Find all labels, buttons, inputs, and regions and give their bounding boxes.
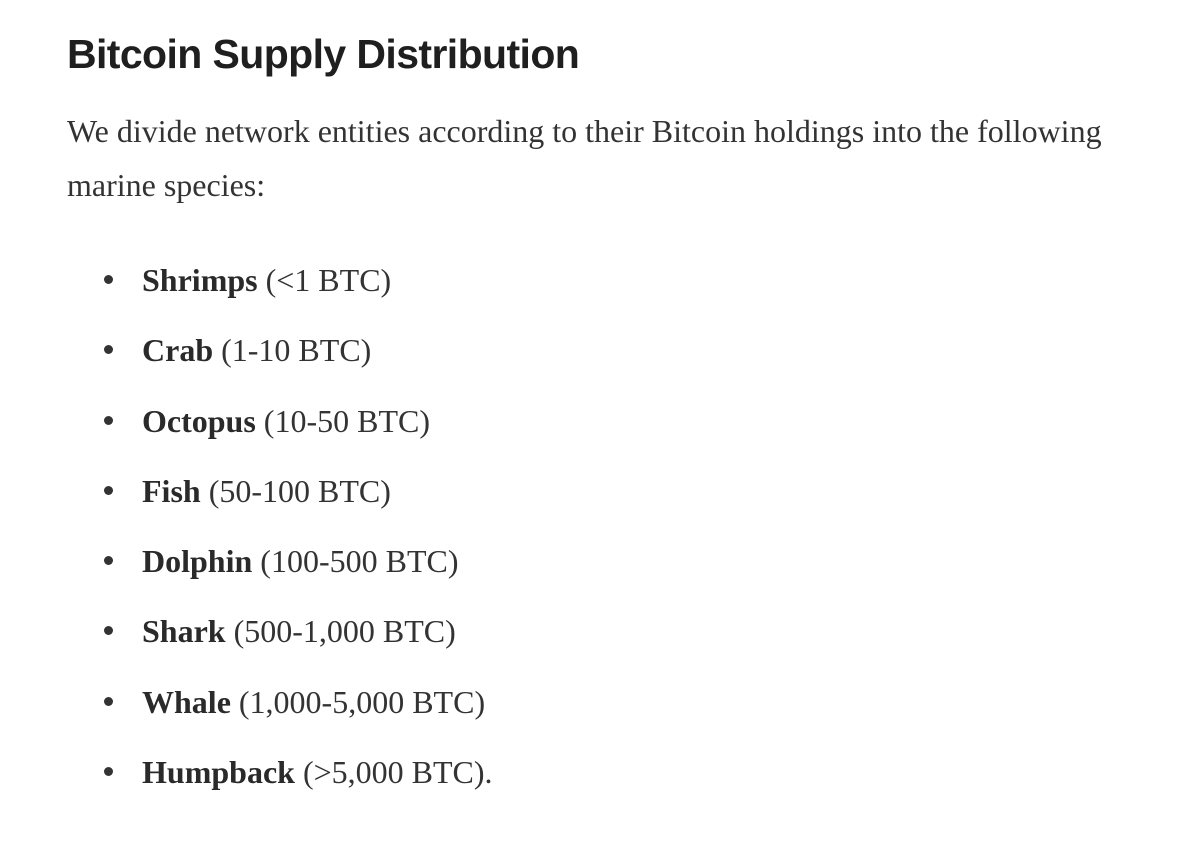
species-name: Crab xyxy=(142,332,214,369)
species-name: Humpback xyxy=(142,754,295,791)
bullet-icon xyxy=(104,696,113,706)
species-range: (1,000-5,000 BTC) xyxy=(230,683,486,720)
species-range: (10-50 BTC) xyxy=(255,402,430,439)
species-name: Whale xyxy=(142,683,231,720)
list-item: Crab (1-10 BTC) xyxy=(67,330,1157,400)
species-name: Shrimps xyxy=(142,262,258,298)
list-item: Shark (500-1,000 BTC) xyxy=(67,611,1157,681)
bullet-icon xyxy=(104,556,113,566)
bullet-icon xyxy=(104,767,113,777)
species-name: Dolphin xyxy=(142,543,253,580)
species-list: Shrimps (<1 BTC) Crab (1-10 BTC) Octopus… xyxy=(67,260,1157,822)
bullet-icon xyxy=(104,415,113,425)
bullet-icon xyxy=(104,485,113,495)
list-item: Fish (50-100 BTC) xyxy=(67,471,1157,541)
list-item: Octopus (10-50 BTC) xyxy=(67,401,1157,471)
list-item: Humpback (>5,000 BTC). xyxy=(67,752,1157,822)
species-range: (100-500 BTC) xyxy=(252,543,459,580)
species-range: (>5,000 BTC). xyxy=(294,754,493,791)
species-name: Octopus xyxy=(142,402,256,439)
bullet-icon xyxy=(104,626,113,636)
species-range: (<1 BTC) xyxy=(257,262,392,298)
intro-paragraph: We divide network entities according to … xyxy=(67,113,1102,203)
page-title: Bitcoin Supply Distribution xyxy=(67,31,580,77)
species-name: Shark xyxy=(142,613,226,650)
bullet-icon xyxy=(104,275,113,284)
species-range: (1-10 BTC) xyxy=(213,332,372,369)
list-item: Dolphin (100-500 BTC) xyxy=(67,541,1157,611)
species-range: (500-1,000 BTC) xyxy=(225,613,456,650)
list-item: Whale (1,000-5,000 BTC) xyxy=(67,682,1157,752)
list-item: Shrimps (<1 BTC) xyxy=(67,260,1157,330)
bullet-icon xyxy=(104,345,113,355)
article: Bitcoin Supply Distribution We divide ne… xyxy=(67,24,1157,822)
species-range: (50-100 BTC) xyxy=(200,472,391,509)
species-name: Fish xyxy=(142,472,201,509)
